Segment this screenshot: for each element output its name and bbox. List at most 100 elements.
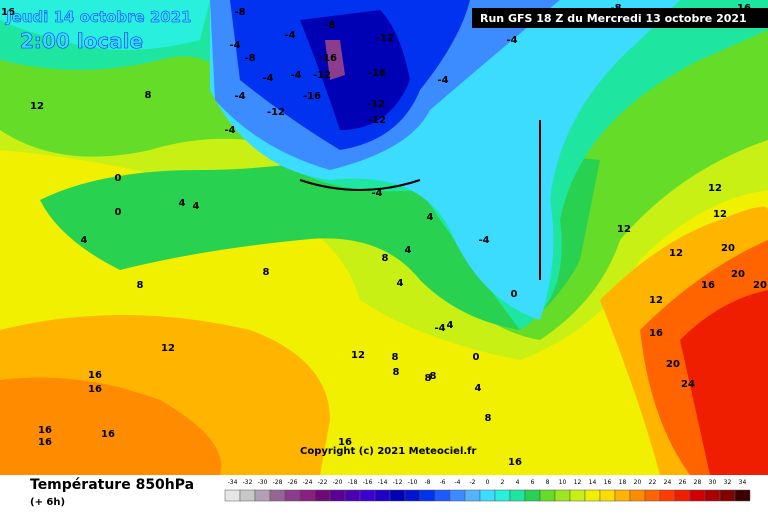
- contour-label: 4: [81, 235, 88, 246]
- run-info: Run GFS 18 Z du Mercredi 13 octobre 2021: [480, 12, 747, 25]
- colorbar-swatch: [734, 489, 751, 502]
- contour-label: -16: [319, 53, 337, 64]
- colorbar-tick-label: 28: [694, 479, 702, 486]
- contour-label: 16: [649, 328, 663, 339]
- contour-label: 4: [475, 383, 482, 394]
- colorbar-swatch: [284, 489, 301, 502]
- colorbar: -34 -32 -30 -28 -26 -24 -22 -20 -18 -16 -14 -12 -10-…: [224, 479, 751, 502]
- colorbar-swatch: [479, 489, 496, 502]
- colorbar-tick-label: 2: [501, 479, 505, 486]
- contour-label: -16: [368, 68, 386, 79]
- colorbar-swatch: [719, 489, 736, 502]
- colorbar-tick-label: 12: [574, 479, 582, 486]
- contour-label: 8: [485, 413, 492, 424]
- footer-title: Température 850hPa: [30, 477, 194, 493]
- colorbar-tick-label: 20: [634, 479, 642, 486]
- contour-label: 16: [38, 437, 52, 448]
- colorbar-tick-label: 30: [709, 479, 717, 486]
- contour-label: 8: [263, 267, 270, 278]
- colorbar-tick-label: 16: [604, 479, 612, 486]
- contour-label: -4: [434, 323, 445, 334]
- colorbar-swatch: [704, 489, 721, 502]
- contour-label: -8: [234, 7, 245, 18]
- contour-label: -12: [367, 99, 385, 110]
- colorbar-swatch: [269, 489, 286, 502]
- colorbar-swatch: [239, 489, 256, 502]
- colorbar-tick-label: -18: [348, 479, 358, 486]
- colorbar-swatch: [344, 489, 361, 502]
- date: Jeudi 14 octobre 2021: [5, 8, 192, 26]
- contour-label: 20: [753, 280, 767, 291]
- colorbar-swatch: [554, 489, 571, 502]
- colorbar-swatch: [254, 489, 271, 502]
- colorbar-tick-label: -16: [363, 479, 373, 486]
- colorbar-tick-label: -30: [258, 479, 268, 486]
- colorbar-tick-label: -22: [318, 479, 328, 486]
- colorbar-swatch: [404, 489, 421, 502]
- contour-label: 12: [649, 295, 663, 306]
- colorbar-tick-label: -32: [243, 479, 253, 486]
- colorbar-tick-label: 18: [619, 479, 627, 486]
- contour-label: 16: [508, 457, 522, 468]
- colorbar-swatch: [374, 489, 391, 502]
- colorbar-swatch: [419, 489, 436, 502]
- contour-label: 16: [338, 437, 352, 448]
- colorbar-swatch: [434, 489, 451, 502]
- colorbar-tick-label: -10: [408, 479, 418, 486]
- contour-label: 4: [427, 212, 434, 223]
- colorbar-swatch: [359, 489, 376, 502]
- contour-label: 0: [115, 173, 122, 184]
- colorbar-swatch: [584, 489, 601, 502]
- colorbar-tick-label: -14: [378, 479, 388, 486]
- colorbar-tick-label: 0: [486, 479, 490, 486]
- contour-label: 20: [666, 359, 680, 370]
- contour-label: -16: [303, 91, 321, 102]
- contour-label: 0: [473, 352, 480, 363]
- contour-label: 0: [511, 289, 518, 300]
- contour-label: -12: [313, 70, 331, 81]
- local-time: 2:00 locale: [20, 29, 143, 53]
- contour-label: -4: [229, 40, 240, 51]
- lead-time: (+ 6h): [30, 497, 65, 508]
- colorbar-tick-label: 10: [559, 479, 567, 486]
- contour-label: 12: [161, 343, 175, 354]
- colorbar-tick-label: 6: [531, 479, 535, 486]
- contour-label: -8: [324, 20, 335, 31]
- contour-label: -4: [506, 35, 517, 46]
- contour-label: 4: [405, 245, 412, 256]
- colorbar-swatch: [314, 489, 331, 502]
- contour-label: -12: [376, 33, 394, 44]
- contour-label: 8: [425, 373, 432, 384]
- colorbar-tick-label: -24: [303, 479, 313, 486]
- contour-label: 8: [393, 367, 400, 378]
- contour-label: -4: [284, 30, 295, 41]
- colorbar-swatch: [659, 489, 676, 502]
- colorbar-swatch: [464, 489, 481, 502]
- contour-label: 12: [713, 209, 727, 220]
- colorbar-tick-label: -8: [425, 479, 431, 486]
- colorbar-swatch: [614, 489, 631, 502]
- contour-label: 16: [38, 425, 52, 436]
- contour-label: -12: [368, 115, 386, 126]
- colorbar-tick-label: -12: [393, 479, 403, 486]
- contour-label: -4: [234, 91, 245, 102]
- colorbar-tick-label: 34: [739, 479, 747, 486]
- colorbar-tick-label: 22: [649, 479, 657, 486]
- contour-label: 0: [115, 207, 122, 218]
- colorbar-tick-label: 14: [589, 479, 597, 486]
- contour-label: 4: [179, 198, 186, 209]
- contour-label: 16: [701, 280, 715, 291]
- contour-label: 8: [145, 90, 152, 101]
- contour-labels: 16 -8-8-12-4-4-8-4-16-12 -16-12-12-4-4-4-1…: [1, 3, 767, 468]
- temperature-field: [0, 0, 768, 475]
- colorbar-swatch: [524, 489, 541, 502]
- contour-label: 20: [731, 269, 745, 280]
- contour-label: 12: [30, 101, 44, 112]
- contour-label: 4: [397, 278, 404, 289]
- contour-label: -4: [262, 73, 273, 84]
- contour-label: 20: [721, 243, 735, 254]
- contour-label: 8: [382, 253, 389, 264]
- run-banner: [472, 8, 768, 28]
- colorbar-tick-label: -6: [440, 479, 446, 486]
